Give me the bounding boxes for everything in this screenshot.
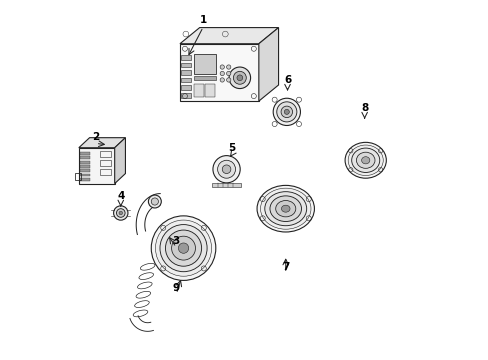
Circle shape: [276, 102, 296, 122]
Circle shape: [151, 216, 215, 280]
Polygon shape: [181, 55, 191, 60]
Circle shape: [226, 65, 230, 69]
Polygon shape: [80, 156, 89, 159]
Circle shape: [228, 67, 250, 89]
Circle shape: [237, 75, 242, 81]
Polygon shape: [205, 84, 215, 97]
Circle shape: [233, 71, 246, 84]
Polygon shape: [258, 28, 278, 101]
Text: 8: 8: [360, 103, 367, 113]
Ellipse shape: [275, 201, 295, 217]
Text: 6: 6: [284, 75, 290, 85]
Text: 3: 3: [172, 236, 180, 246]
Circle shape: [226, 78, 230, 82]
Circle shape: [178, 243, 188, 253]
Circle shape: [273, 98, 300, 126]
Text: 2: 2: [92, 132, 99, 142]
Text: 9: 9: [172, 283, 180, 293]
Circle shape: [165, 230, 201, 266]
Polygon shape: [181, 63, 191, 67]
Circle shape: [113, 206, 128, 220]
Ellipse shape: [257, 185, 314, 232]
Polygon shape: [180, 44, 258, 101]
Ellipse shape: [361, 157, 369, 164]
Polygon shape: [193, 84, 203, 97]
Polygon shape: [180, 28, 278, 44]
Circle shape: [222, 165, 230, 174]
Circle shape: [119, 211, 122, 215]
Circle shape: [226, 71, 230, 76]
Circle shape: [160, 225, 207, 272]
Circle shape: [284, 109, 289, 114]
Polygon shape: [80, 161, 89, 163]
Circle shape: [217, 160, 235, 178]
Ellipse shape: [351, 148, 379, 172]
Circle shape: [148, 195, 161, 208]
Ellipse shape: [281, 205, 289, 212]
Circle shape: [116, 209, 125, 217]
Text: 5: 5: [228, 143, 235, 153]
Polygon shape: [80, 178, 89, 181]
Polygon shape: [79, 148, 115, 184]
Polygon shape: [181, 93, 191, 98]
Polygon shape: [115, 138, 125, 184]
Circle shape: [220, 65, 224, 69]
Circle shape: [155, 220, 211, 276]
Polygon shape: [80, 152, 89, 155]
Polygon shape: [80, 174, 89, 176]
Polygon shape: [193, 76, 215, 80]
Text: 4: 4: [117, 191, 124, 201]
Circle shape: [212, 156, 240, 183]
Polygon shape: [80, 169, 89, 172]
Circle shape: [281, 106, 292, 118]
Ellipse shape: [347, 145, 383, 176]
Text: 7: 7: [282, 262, 289, 272]
Circle shape: [151, 198, 158, 205]
Polygon shape: [212, 183, 241, 187]
Ellipse shape: [260, 188, 310, 229]
Ellipse shape: [345, 142, 386, 178]
Text: 1: 1: [199, 15, 206, 26]
Ellipse shape: [356, 152, 374, 168]
Polygon shape: [193, 54, 215, 74]
Circle shape: [220, 71, 224, 76]
Polygon shape: [181, 85, 191, 90]
Ellipse shape: [264, 192, 306, 226]
Circle shape: [220, 78, 224, 82]
Polygon shape: [79, 138, 125, 148]
Circle shape: [171, 236, 195, 260]
Polygon shape: [181, 78, 191, 82]
Polygon shape: [80, 165, 89, 168]
Ellipse shape: [269, 196, 301, 221]
Polygon shape: [181, 70, 191, 75]
